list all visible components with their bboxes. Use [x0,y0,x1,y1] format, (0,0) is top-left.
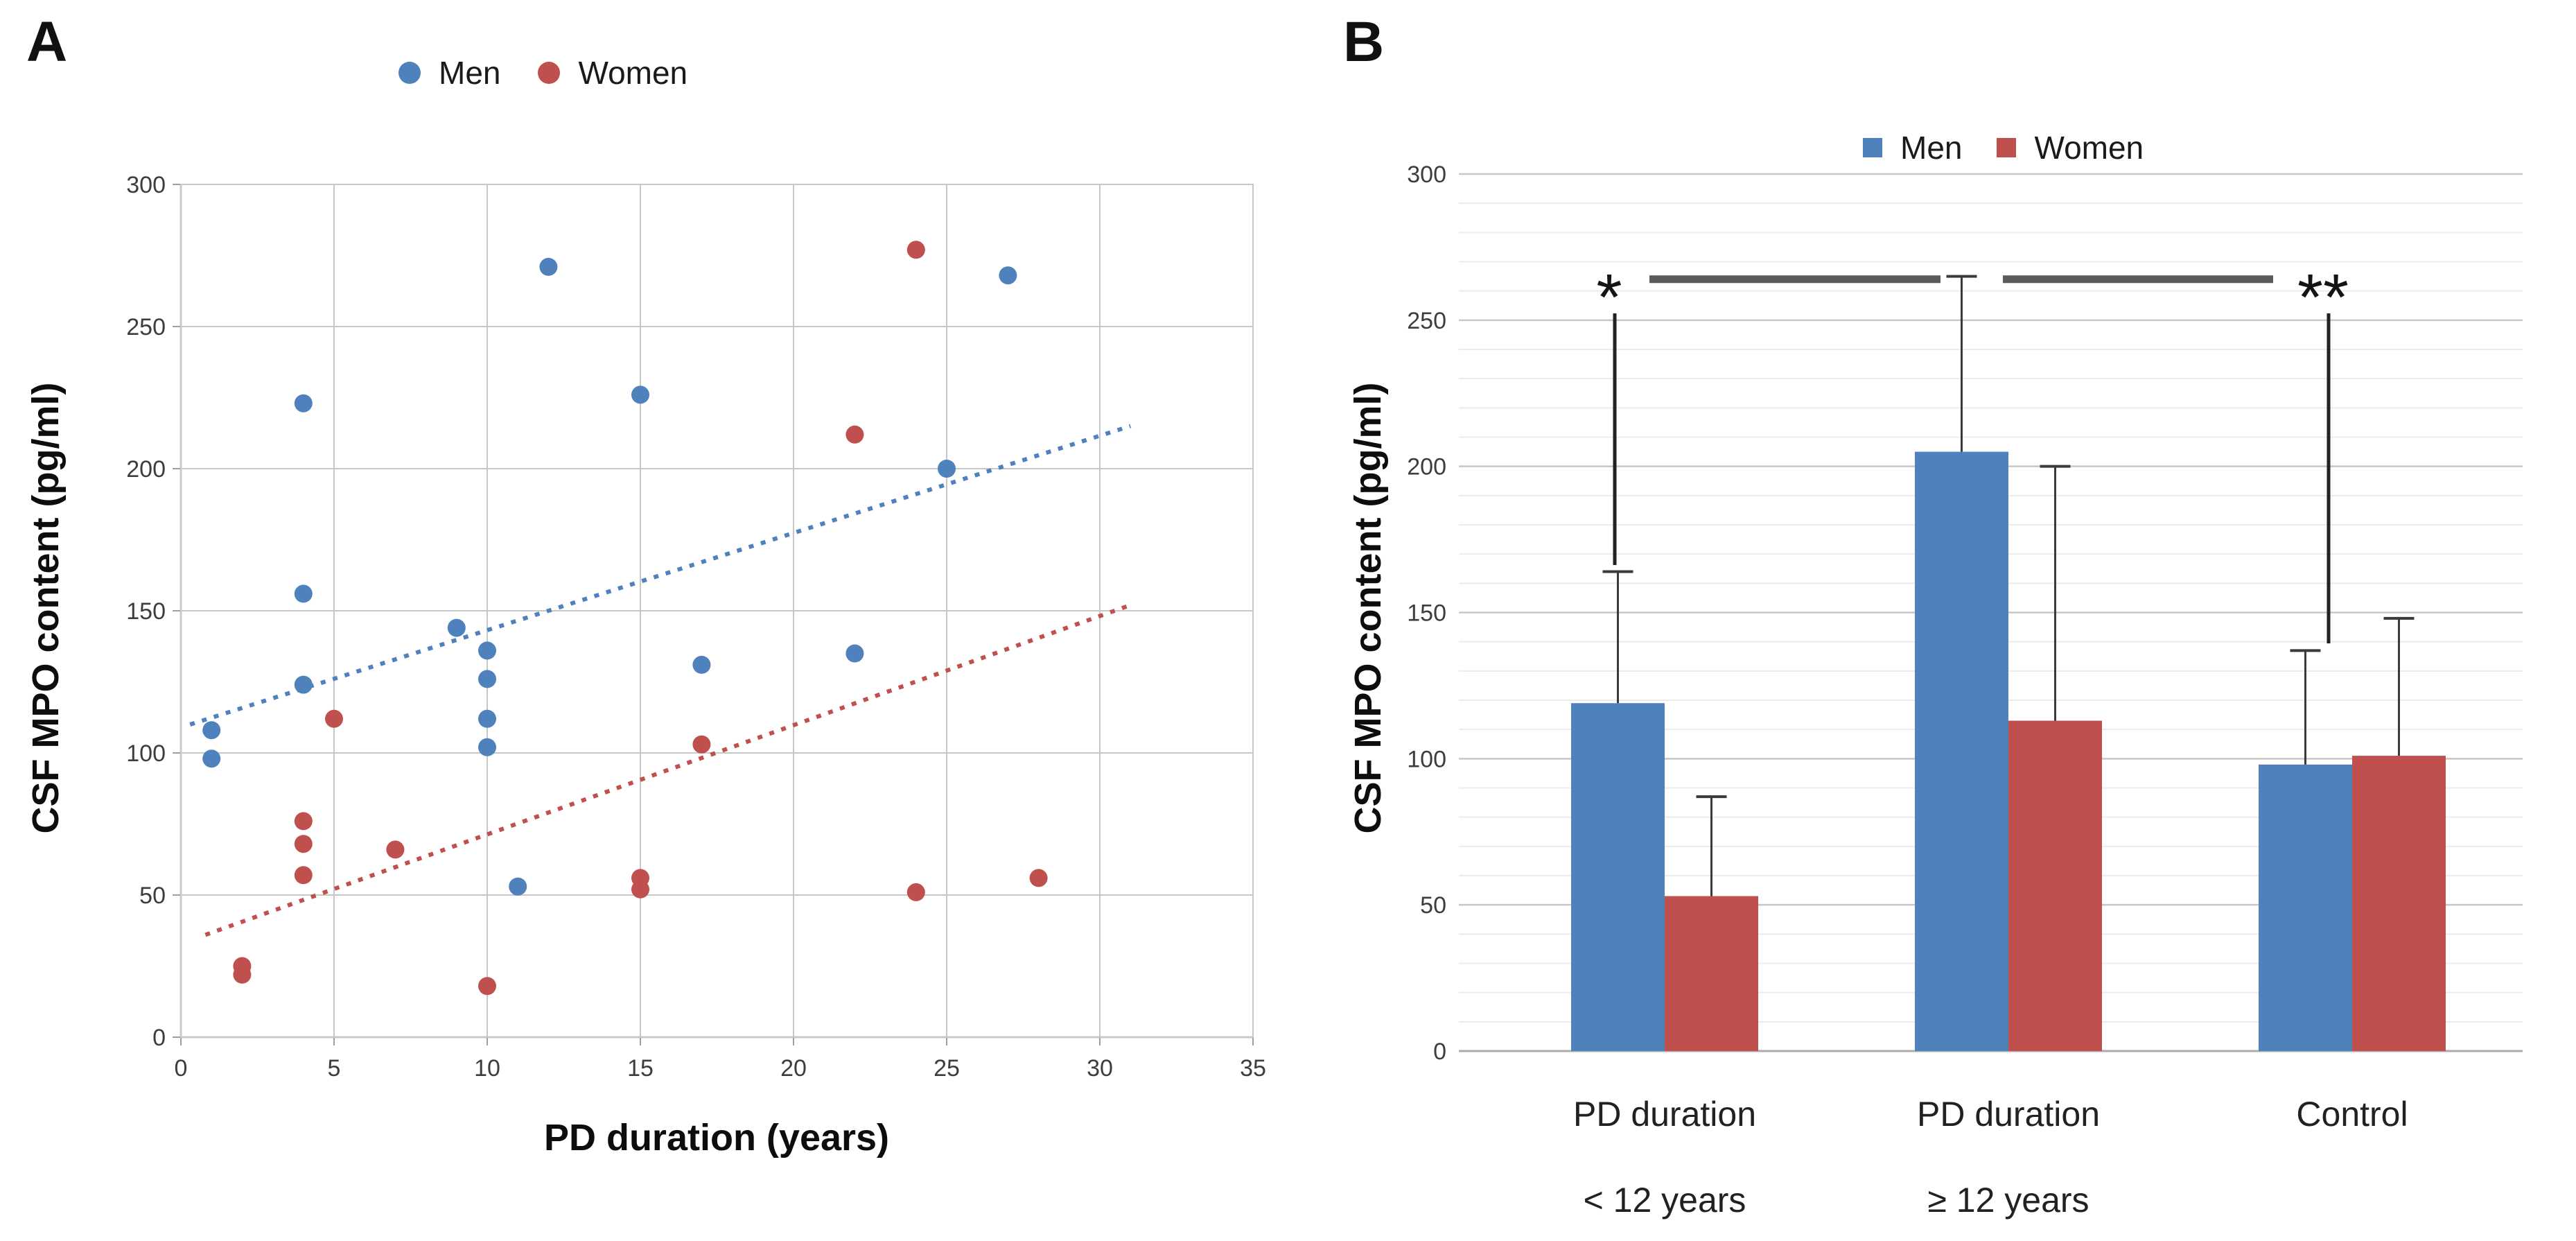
b-y-tick-label: 250 [1407,308,1446,334]
scatter-point-men [202,749,221,768]
scatter-point-men [938,460,956,478]
panel-b-letter: B [1343,10,1385,73]
scatter-point-men [999,266,1017,285]
a-x-tick-label: 35 [1240,1055,1266,1082]
scatter-point-women [325,709,343,728]
scatter-point-men [631,385,649,404]
scatter-point-women [294,812,313,831]
a-y-tick-label: 0 [152,1025,166,1051]
scatter-point-men [478,641,496,660]
bar-men [1915,451,2008,1051]
bar-women [1665,896,1758,1051]
panel-b-y-axis-title: CSF MPO content (pg/ml) [1347,382,1389,834]
scatter-point-men [478,670,496,688]
b-y-tick-label: 0 [1433,1039,1446,1065]
category-label-line2: < 12 years [1583,1181,1746,1220]
scatter-point-women [478,977,496,996]
category-label-line1: PD duration [1572,1095,1757,1134]
legend-item-men: Men [398,54,500,92]
panel-a-legend: Men Women [398,54,687,92]
a-y-tick-label: 150 [126,598,166,625]
a-y-tick-label: 300 [126,172,166,198]
scatter-point-women [386,840,405,859]
scatter-point-men [294,675,313,694]
women-square-marker-icon [1997,138,2017,157]
a-x-tick-label: 15 [627,1055,654,1082]
a-x-tick-label: 0 [175,1055,188,1082]
legend-label-men: Men [1900,130,1963,166]
scatter-point-women [294,866,313,885]
scatter-point-women [692,735,711,754]
b-y-tick-label: 300 [1407,162,1446,188]
scatter-point-men [692,655,711,674]
scatter-point-women [233,965,252,984]
a-plot-border [180,184,1254,1038]
significance-star-right: ** [2297,261,2349,334]
panel-a-y-axis-title: CSF MPO content (pg/ml) [25,382,67,834]
category-label-line2: ≥ 12 years [1927,1181,2089,1220]
a-y-tick-label: 100 [126,740,166,767]
bar-women [2352,756,2446,1051]
category-label-line1: PD duration [1916,1095,2101,1134]
scatter-point-men [478,709,496,728]
panel-b-plot: 0 50 100 150 200 250 300 [1407,162,2523,1065]
legend-label-women: Women [2034,130,2144,166]
men-circle-marker-icon [398,62,421,84]
panel-a-x-axis-title: PD duration (years) [543,1117,890,1158]
a-x-tick-label: 25 [934,1055,960,1082]
scatter-point-women [1029,869,1048,887]
scatter-point-men [294,394,313,413]
legend-item-men: Men [1863,129,1962,166]
a-y-tick-label: 200 [126,456,166,483]
legend-label-men: Men [439,55,501,91]
legend-item-women: Women [1997,129,2144,166]
scatter-point-women [906,883,925,901]
a-x-tick-label: 20 [780,1055,807,1082]
b-y-tick-label: 100 [1407,746,1446,772]
scatter-point-men [447,618,466,637]
women-circle-marker-icon [538,62,561,84]
a-y-tick-label: 250 [126,314,166,340]
significance-star-left: * [1596,261,1622,334]
panel-a-plot: 0 5 10 15 20 25 30 35 0 50 100 150 200 250 300 [126,172,1266,1082]
scatter-point-men [294,584,313,603]
panel-a-letter: A [26,10,68,73]
scatter-point-women [294,835,313,853]
b-y-tick-label: 50 [1420,892,1446,919]
b-y-tick-label: 150 [1407,600,1446,627]
a-x-tick-label: 5 [328,1055,341,1082]
a-y-tick-label: 50 [139,883,166,909]
men-square-marker-icon [1863,138,1882,157]
scatter-point-men [845,644,864,663]
scatter-point-women [631,880,649,899]
legend-label-women: Women [578,55,688,91]
panel-b-legend: Men Women [1863,129,2144,166]
a-trendline [204,602,1132,937]
scatter-point-women [845,425,864,444]
bar-men [2259,764,2352,1051]
scatter-point-men [509,877,527,896]
bar-women [2008,720,2102,1051]
scatter-point-men [478,738,496,756]
a-trendline [189,424,1132,727]
a-x-tick-label: 10 [474,1055,500,1082]
b-y-tick-label: 200 [1407,454,1446,480]
legend-item-women: Women [538,54,687,92]
scatter-point-men [202,721,221,740]
scatter-point-men [539,257,558,276]
a-x-tick-label: 30 [1087,1055,1113,1082]
category-label-line1: Control [2296,1095,2408,1134]
bar-men [1571,703,1665,1051]
scatter-point-women [906,241,925,259]
